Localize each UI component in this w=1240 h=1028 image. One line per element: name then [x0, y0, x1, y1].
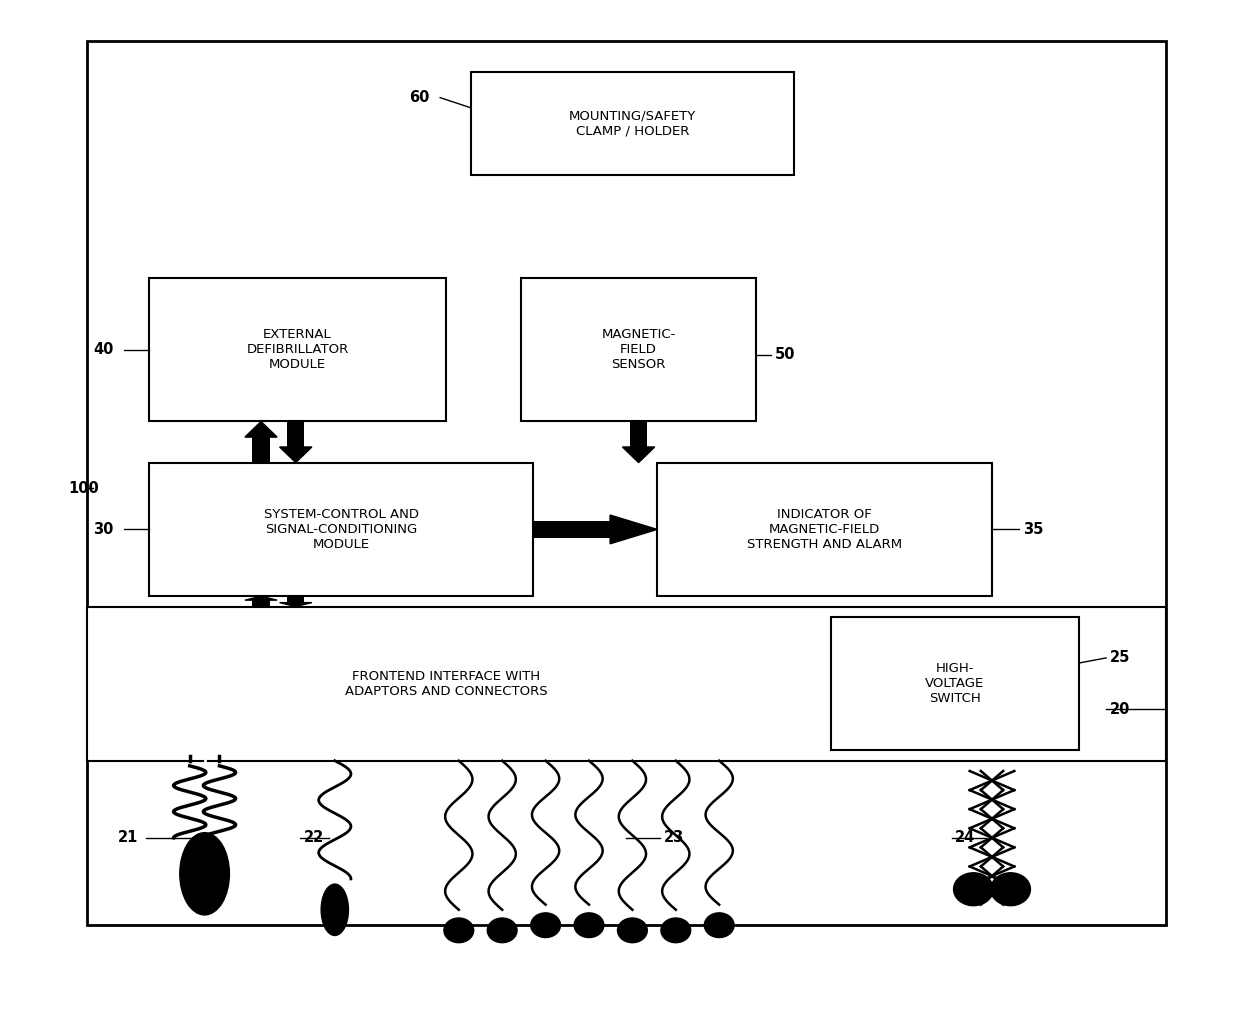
Text: 22: 22: [304, 831, 324, 845]
Text: FRONTEND INTERFACE WITH
ADAPTORS AND CONNECTORS: FRONTEND INTERFACE WITH ADAPTORS AND CON…: [345, 669, 548, 698]
Text: 40: 40: [93, 342, 113, 357]
Bar: [657, 463, 992, 596]
Circle shape: [487, 918, 517, 943]
Text: MOUNTING/SAFETY
CLAMP / HOLDER: MOUNTING/SAFETY CLAMP / HOLDER: [569, 109, 696, 138]
Ellipse shape: [180, 833, 229, 915]
Bar: [521, 278, 756, 421]
Circle shape: [574, 913, 604, 938]
Polygon shape: [244, 596, 277, 600]
Bar: [87, 607, 1166, 761]
Bar: [288, 596, 305, 602]
Text: 21: 21: [118, 831, 138, 845]
Text: 60: 60: [409, 90, 429, 105]
Text: 30: 30: [93, 522, 113, 537]
Text: HIGH-
VOLTAGE
SWITCH: HIGH- VOLTAGE SWITCH: [925, 662, 985, 705]
Text: SYSTEM-CONTROL AND
SIGNAL-CONDITIONING
MODULE: SYSTEM-CONTROL AND SIGNAL-CONDITIONING M…: [263, 508, 419, 551]
Polygon shape: [610, 515, 657, 544]
Bar: [471, 72, 794, 175]
Circle shape: [531, 913, 560, 938]
Bar: [149, 463, 533, 596]
Bar: [533, 521, 610, 538]
Circle shape: [991, 873, 1030, 906]
Bar: [149, 278, 446, 421]
Polygon shape: [244, 421, 277, 437]
Ellipse shape: [321, 884, 348, 935]
Text: 100: 100: [68, 481, 99, 495]
Text: 25: 25: [1110, 651, 1130, 665]
Text: 23: 23: [663, 831, 683, 845]
Polygon shape: [279, 602, 312, 607]
Circle shape: [444, 918, 474, 943]
Circle shape: [618, 918, 647, 943]
Bar: [253, 600, 270, 607]
Text: INDICATOR OF
MAGNETIC-FIELD
STRENGTH AND ALARM: INDICATOR OF MAGNETIC-FIELD STRENGTH AND…: [746, 508, 903, 551]
Text: MAGNETIC-
FIELD
SENSOR: MAGNETIC- FIELD SENSOR: [601, 328, 676, 371]
Text: 20: 20: [1110, 702, 1130, 717]
Text: 35: 35: [1023, 522, 1043, 537]
Bar: [253, 437, 270, 463]
Text: EXTERNAL
DEFIBRILLATOR
MODULE: EXTERNAL DEFIBRILLATOR MODULE: [247, 328, 348, 371]
Circle shape: [704, 913, 734, 938]
Bar: [87, 41, 1166, 925]
Polygon shape: [622, 447, 655, 463]
Bar: [288, 421, 305, 447]
Polygon shape: [279, 447, 312, 463]
Bar: [630, 421, 647, 447]
Text: 24: 24: [955, 831, 975, 845]
Bar: [831, 617, 1079, 750]
Circle shape: [661, 918, 691, 943]
Text: 50: 50: [775, 347, 796, 362]
Circle shape: [954, 873, 993, 906]
